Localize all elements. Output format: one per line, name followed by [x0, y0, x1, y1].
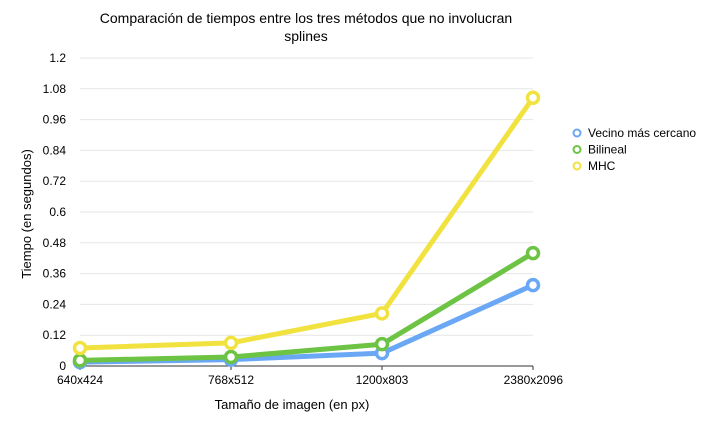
chart-title-line-1: Comparación de tiempos entre los tres mé…: [100, 10, 512, 26]
y-tick-label: 0.12: [43, 328, 67, 342]
legend: Vecino más cercano Bilineal MHC: [572, 126, 696, 173]
legend-marker: [572, 128, 582, 138]
y-tick-label: 0: [59, 359, 66, 373]
data-point-mhc: [525, 90, 541, 106]
legend-marker: [572, 145, 582, 154]
legend-label: MHC: [588, 159, 616, 173]
legend-label: Vecino más cercano: [588, 126, 696, 140]
y-tick-label: 0.36: [43, 267, 67, 281]
y-axis-label: Tiempo (en segundos): [19, 149, 34, 279]
y-tick-label: 1.2: [49, 51, 66, 65]
legend-label: Bilineal: [588, 143, 627, 157]
y-tick-label: 0.24: [43, 297, 67, 311]
x-axis-label: Tamaño de imagen (en px): [215, 397, 370, 412]
data-point-bilineal: [374, 336, 390, 352]
series-line-mhc: [77, 95, 536, 351]
y-tick-label: 1.08: [43, 82, 67, 96]
data-point-mhc: [223, 335, 239, 351]
data-point-bilineal: [223, 349, 239, 365]
x-tick-label: 640x424: [57, 373, 103, 387]
data-point-bilineal: [72, 353, 88, 368]
y-tick-label: 0.48: [43, 236, 67, 250]
y-tick-label: 0.72: [43, 174, 67, 188]
grid: [80, 57, 533, 367]
y-axis-ticks: 0 0.12 0.24 0.36 0.48 0.6 0.72 0.84 0.96 1.08 1.2: [43, 51, 67, 373]
y-tick-label: 0.96: [43, 113, 67, 127]
y-tick-label: 0.84: [43, 143, 67, 157]
x-tick-label: 1200x803: [356, 373, 409, 387]
x-axis-ticks: 640x424 768x512 1200x803 2380x2096: [57, 366, 563, 387]
data-point-mhc: [72, 340, 88, 356]
data-point-vecino-mas-cercano: [525, 277, 541, 293]
data-point-mhc: [374, 306, 390, 321]
legend-marker: [572, 161, 582, 171]
series-line-bilineal: [77, 250, 536, 363]
x-tick-label: 768x512: [208, 373, 254, 387]
y-tick-label: 0.6: [49, 205, 66, 219]
data-point-bilineal: [525, 245, 541, 261]
chart-title-line-2: splines: [284, 28, 328, 44]
series-lines: [72, 90, 541, 370]
x-tick-label: 2380x2096: [504, 373, 564, 387]
